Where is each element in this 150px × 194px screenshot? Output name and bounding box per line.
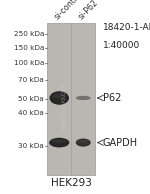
Ellipse shape <box>52 139 66 143</box>
Text: WWW.PTGLAS.COM: WWW.PTGLAS.COM <box>61 83 67 130</box>
Text: si-P62: si-P62 <box>77 0 100 21</box>
Text: 18420-1-AP: 18420-1-AP <box>103 23 150 32</box>
Text: 150 kDa: 150 kDa <box>14 45 44 50</box>
Ellipse shape <box>50 91 69 105</box>
Text: 50 kDa: 50 kDa <box>18 96 44 102</box>
Ellipse shape <box>49 138 69 147</box>
Ellipse shape <box>52 94 66 98</box>
Text: 250 kDa: 250 kDa <box>14 31 44 37</box>
Text: P62: P62 <box>103 93 121 103</box>
Ellipse shape <box>76 96 91 100</box>
Text: 1:40000: 1:40000 <box>103 41 140 50</box>
Ellipse shape <box>76 139 91 147</box>
Text: HEK293: HEK293 <box>51 178 92 189</box>
Bar <box>47 23 95 175</box>
Text: si-control: si-control <box>53 0 86 21</box>
Text: 100 kDa: 100 kDa <box>14 60 44 66</box>
Ellipse shape <box>78 140 88 143</box>
Text: 30 kDa: 30 kDa <box>18 143 44 148</box>
Text: GAPDH: GAPDH <box>103 138 138 148</box>
Ellipse shape <box>78 97 88 98</box>
Text: 40 kDa: 40 kDa <box>18 110 44 115</box>
Text: 70 kDa: 70 kDa <box>18 77 44 82</box>
